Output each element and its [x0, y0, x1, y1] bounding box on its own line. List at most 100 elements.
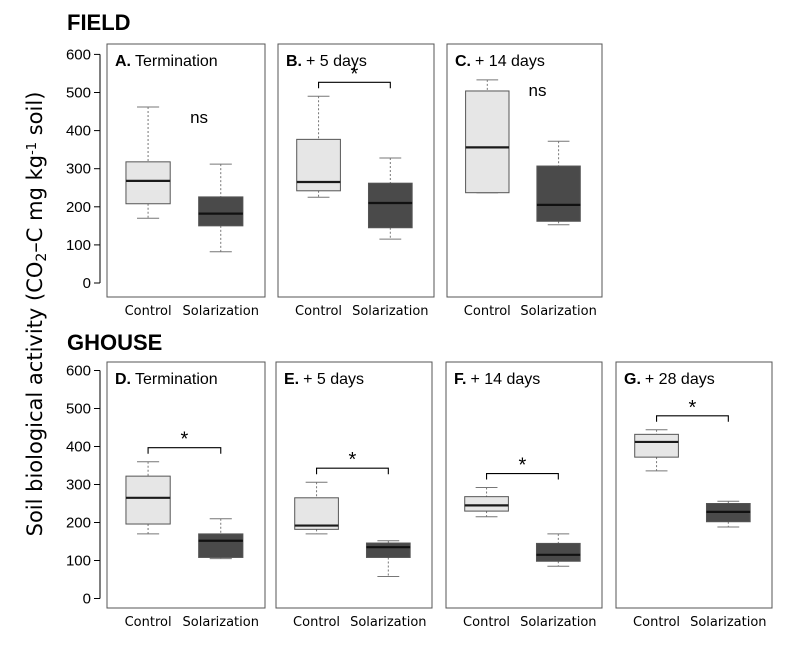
- y-tick-label: 200: [66, 515, 91, 532]
- y-axis-title: Soil biological activity (CO2–C mg kg-1 …: [23, 92, 50, 537]
- category-label: Solarization: [350, 615, 426, 630]
- significance-bracket: [656, 415, 729, 422]
- category-label: Solarization: [520, 615, 596, 630]
- y-axis-title-middle: –C mg kg: [23, 155, 47, 253]
- panel-title: C. + 14 days: [455, 53, 545, 70]
- y-tick-label: 400: [66, 123, 91, 140]
- y-tick-label: 300: [66, 161, 91, 178]
- panel-title-text: + 14 days: [475, 53, 545, 70]
- box-iqr: [198, 196, 244, 227]
- category-label: Solarization: [183, 615, 259, 630]
- y-axis-title-prefix: Soil biological activity (CO: [23, 262, 47, 537]
- y-tick-label: 600: [66, 46, 91, 63]
- panel-title: A. Termination: [115, 53, 218, 70]
- y-tick-label: 300: [66, 477, 91, 494]
- category-label: Solarization: [183, 304, 259, 319]
- panel-title: F. + 14 days: [454, 371, 540, 388]
- box-solarization: [365, 540, 411, 577]
- category-label: Control: [463, 615, 510, 630]
- box-iqr: [294, 497, 339, 530]
- significance-marker: ns: [190, 108, 208, 127]
- panel-a: A. Termination Control Solarization ns: [106, 43, 266, 319]
- chart-group-ghouse: GHOUSE 0 100 200 300 400 500 600 D. Termination Co…: [66, 330, 773, 630]
- y-axis-title-subscript: 2: [34, 253, 50, 262]
- group-title: FIELD: [67, 10, 131, 35]
- category-label: Control: [125, 615, 172, 630]
- significance-bracket: [486, 472, 559, 480]
- box-control: [125, 461, 171, 535]
- category-label: Control: [293, 615, 340, 630]
- y-tick-label: 0: [83, 275, 91, 292]
- box-control: [464, 487, 509, 518]
- box-solarization: [367, 157, 413, 240]
- panel-letter: G.: [624, 371, 641, 388]
- panel-frame: [615, 361, 773, 609]
- box-iqr: [365, 542, 411, 558]
- panel-title-text: Termination: [135, 53, 218, 70]
- box-iqr: [125, 161, 171, 205]
- panel-letter: A.: [115, 53, 131, 70]
- category-label: Control: [633, 615, 680, 630]
- box-iqr: [465, 90, 510, 194]
- y-tick-label: 0: [83, 591, 91, 608]
- y-tick-label: 400: [66, 439, 91, 456]
- y-tick-label: 500: [66, 401, 91, 418]
- panel-title: G. + 28 days: [624, 371, 715, 388]
- box-solarization: [705, 500, 751, 528]
- panel-title-text: + 14 days: [470, 371, 540, 388]
- panel-f: F. + 14 days Control Solarization *: [445, 361, 603, 630]
- panel-title-text: + 5 days: [303, 371, 364, 388]
- panel-title-text: Termination: [135, 371, 218, 388]
- panel-letter: D.: [115, 371, 131, 388]
- panel-b: B. + 5 days Control Solarization *: [277, 43, 435, 319]
- box-iqr: [536, 165, 581, 222]
- group-title: GHOUSE: [67, 330, 162, 355]
- box-control: [296, 95, 341, 198]
- panel-title: B. + 5 days: [286, 53, 367, 70]
- panel-frame: [446, 43, 603, 298]
- significance-marker: *: [689, 397, 697, 419]
- box-iqr: [198, 533, 244, 558]
- panel-letter: C.: [455, 53, 471, 70]
- panel-frame: [106, 43, 266, 298]
- chart-group-field: FIELD 0 100 200 300 400 500 600 A. Termination Con…: [66, 10, 603, 319]
- category-label: Control: [295, 304, 342, 319]
- box-control: [294, 481, 339, 535]
- y-tick-label: 100: [66, 237, 91, 254]
- box-solarization: [535, 533, 581, 567]
- y-tick-label: 600: [66, 363, 91, 380]
- significance-bracket: [318, 81, 391, 89]
- panel-letter: E.: [284, 371, 299, 388]
- panel-title-text: + 28 days: [645, 371, 715, 388]
- panel-title: E. + 5 days: [284, 371, 364, 388]
- panel-letter: F.: [454, 371, 466, 388]
- y-axis-title-suffix: soil): [23, 92, 47, 142]
- box-solarization: [536, 140, 581, 226]
- significance-bracket: [147, 447, 222, 454]
- panel-frame: [106, 361, 266, 609]
- box-iqr: [634, 433, 679, 458]
- category-label: Solarization: [352, 304, 428, 319]
- panel-letter: B.: [286, 53, 302, 70]
- box-iqr: [125, 475, 171, 525]
- y-tick-label: 500: [66, 85, 91, 102]
- significance-marker: *: [181, 429, 189, 451]
- box-iqr: [464, 496, 509, 512]
- panel-c: C. + 14 days Control Solarization ns: [446, 43, 603, 319]
- significance-marker: *: [519, 455, 527, 477]
- y-axis-title-superscript: -1: [25, 142, 40, 155]
- box-control: [465, 79, 510, 194]
- category-label: Solarization: [520, 304, 596, 319]
- panel-title: D. Termination: [115, 371, 218, 388]
- panel-title-text: + 5 days: [306, 53, 367, 70]
- category-label: Control: [464, 304, 511, 319]
- panel-g: G. + 28 days Control Solarization *: [615, 361, 773, 630]
- y-axis-label: Soil biological activity (CO2–C mg kg-1 …: [23, 92, 50, 537]
- significance-marker: ns: [529, 81, 547, 100]
- panel-d: D. Termination Control Solarization *: [106, 361, 266, 630]
- box-control: [125, 106, 171, 219]
- panel-frame: [445, 361, 603, 609]
- category-label: Control: [125, 304, 172, 319]
